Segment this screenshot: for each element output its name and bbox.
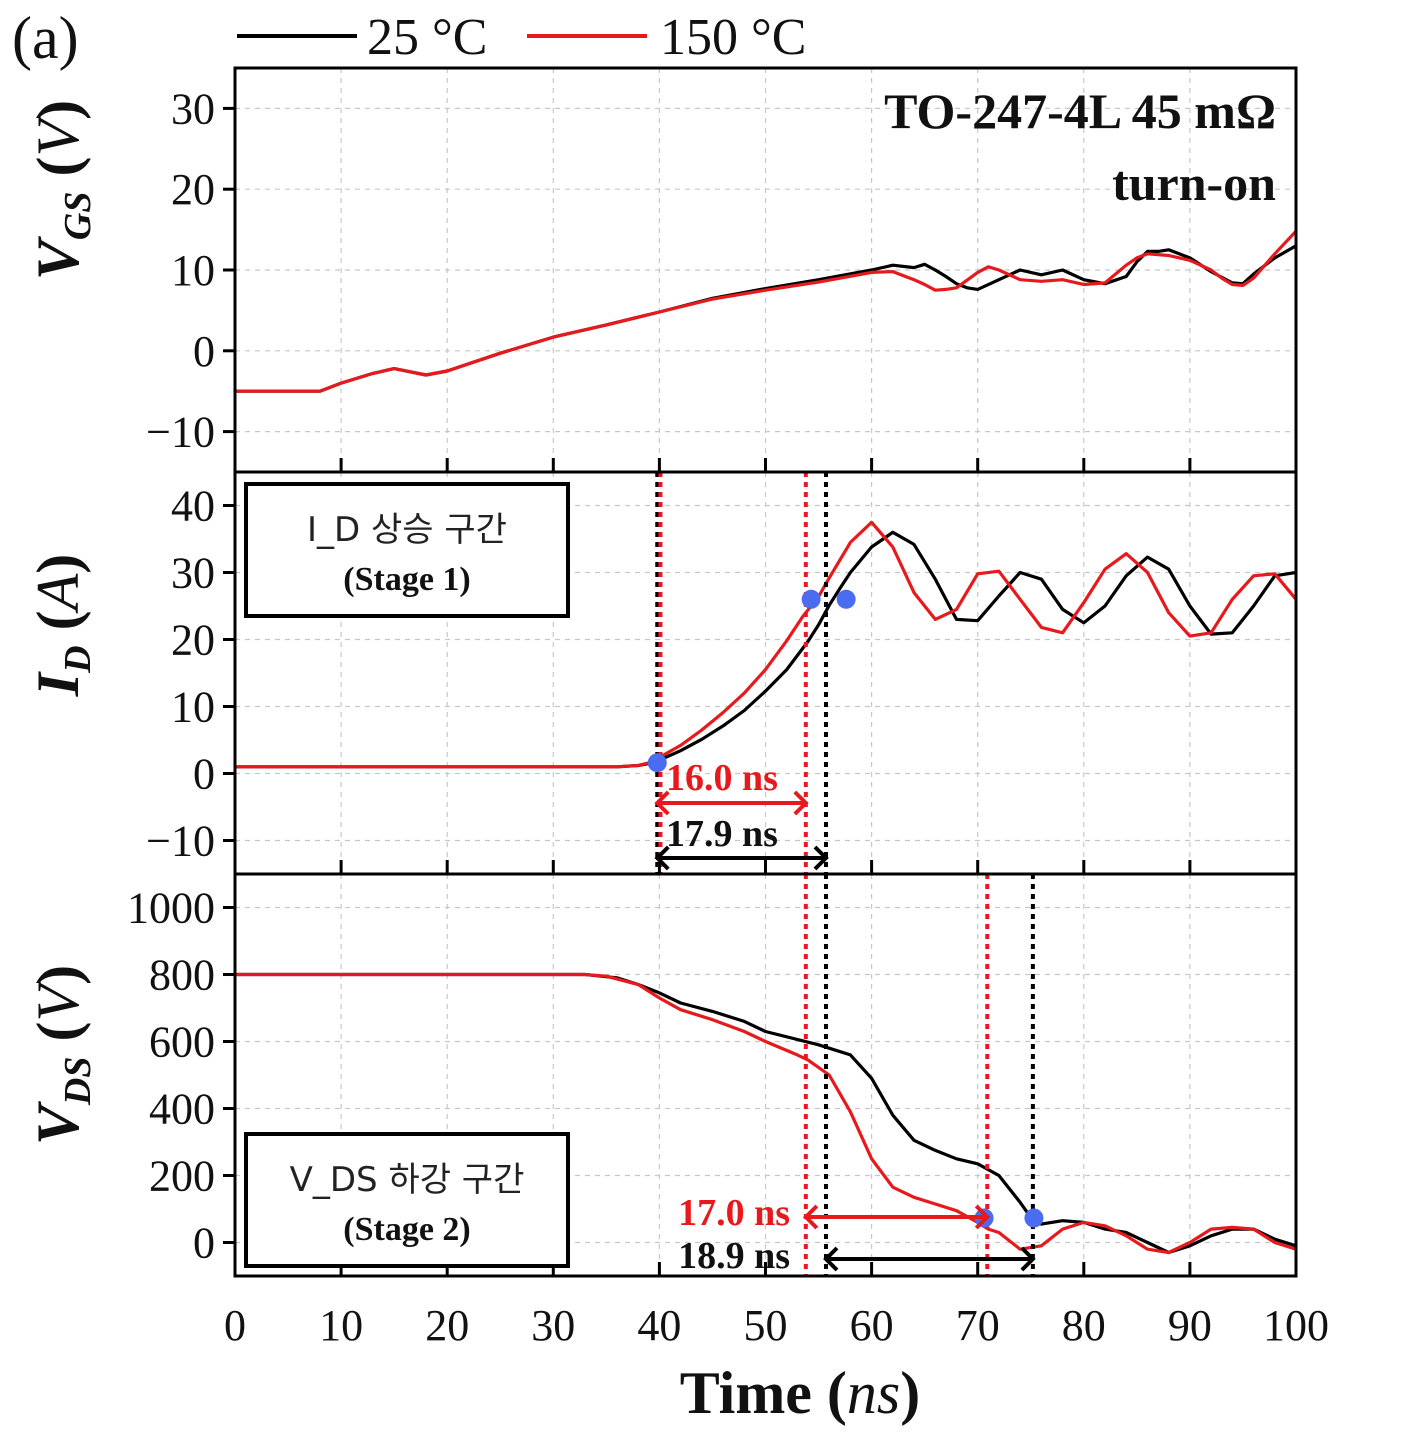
y-tick-label: 600 xyxy=(149,1018,215,1067)
vgs-axis-label: VGS (V) xyxy=(25,100,99,280)
y-tick-label: −10 xyxy=(146,817,215,866)
vds-series-150c xyxy=(235,972,1296,1255)
vds-axis-label: VDS (V) xyxy=(25,965,99,1145)
x-tick-label: 20 xyxy=(425,1301,469,1350)
stage2-title: V_DS 하강 구간 xyxy=(290,1160,525,1200)
vds-interval-25c-arrow xyxy=(823,1246,1036,1272)
stage1-title: I_D 상승 구간 xyxy=(307,510,507,550)
stage2-label: (Stage 2) xyxy=(343,1211,470,1248)
x-tick-label: 100 xyxy=(1263,1301,1329,1350)
legend-label-25c: 25 °C xyxy=(367,9,487,66)
y-tick-label: 30 xyxy=(171,549,215,598)
id-axis-label: ID (A) xyxy=(25,554,99,697)
stage1-box: I_D 상승 구간 (Stage 1) xyxy=(244,482,570,618)
x-tick-label: 80 xyxy=(1062,1301,1106,1350)
overlay-layer xyxy=(647,472,1044,1276)
vds-interval-25c-label: 18.9 ns xyxy=(678,1235,790,1277)
vgs-series-150c xyxy=(235,230,1296,393)
id-interval-150c-arrow xyxy=(654,790,809,816)
x-tick-label: 30 xyxy=(531,1301,575,1350)
y-tick-label: 10 xyxy=(171,246,215,295)
y-tick-label: 200 xyxy=(149,1152,215,1201)
y-tick-label: 400 xyxy=(149,1085,215,1134)
y-tick-label: 800 xyxy=(149,951,215,1000)
device-annotation: TO-247-4L 45 mΩ xyxy=(884,83,1276,139)
y-tick-label: 0 xyxy=(193,1219,215,1268)
x-tick-label: 70 xyxy=(956,1301,1000,1350)
legend-label-150c: 150 °C xyxy=(660,9,806,66)
y-tick-label: 1000 xyxy=(127,884,215,933)
x-tick-label: 90 xyxy=(1168,1301,1212,1350)
y-tick-label: 20 xyxy=(171,616,215,665)
event-marker xyxy=(801,589,821,609)
x-tick-label: 0 xyxy=(224,1301,246,1350)
id-interval-25c-arrow xyxy=(654,845,829,871)
event-marker xyxy=(836,589,856,609)
stage2-box: V_DS 하강 구간 (Stage 2) xyxy=(244,1132,570,1268)
x-tick-label: 50 xyxy=(744,1301,788,1350)
vds-interval-150c-arrow xyxy=(802,1204,991,1230)
vds-interval-150c-label: 17.0 ns xyxy=(678,1192,790,1234)
y-tick-label: 0 xyxy=(193,750,215,799)
x-tick-label: 40 xyxy=(637,1301,681,1350)
y-tick-label: 0 xyxy=(193,327,215,376)
legend: 25 °C 150 °C xyxy=(237,9,806,66)
stage1-label: (Stage 1) xyxy=(343,561,470,598)
y-tick-label: 30 xyxy=(171,84,215,133)
tick-layer: −100102030−10010203040020040060080010000… xyxy=(127,84,1329,1350)
x-axis-label: Time (ns) xyxy=(680,1360,921,1426)
y-tick-label: 10 xyxy=(171,683,215,732)
id-interval-25c-label: 17.9 ns xyxy=(666,813,778,855)
grid-layer xyxy=(235,68,1296,1276)
y-tick-label: −10 xyxy=(146,408,215,457)
event-marker xyxy=(1024,1208,1044,1228)
x-tick-label: 60 xyxy=(850,1301,894,1350)
y-tick-label: 20 xyxy=(171,165,215,214)
y-tick-label: 40 xyxy=(171,482,215,531)
id-interval-150c-label: 16.0 ns xyxy=(666,757,778,799)
x-tick-label: 10 xyxy=(319,1301,363,1350)
event-marker xyxy=(647,753,667,773)
series-layer xyxy=(235,230,1296,1255)
mode-annotation: turn-on xyxy=(1112,155,1276,211)
panel-label: (a) xyxy=(12,5,79,71)
